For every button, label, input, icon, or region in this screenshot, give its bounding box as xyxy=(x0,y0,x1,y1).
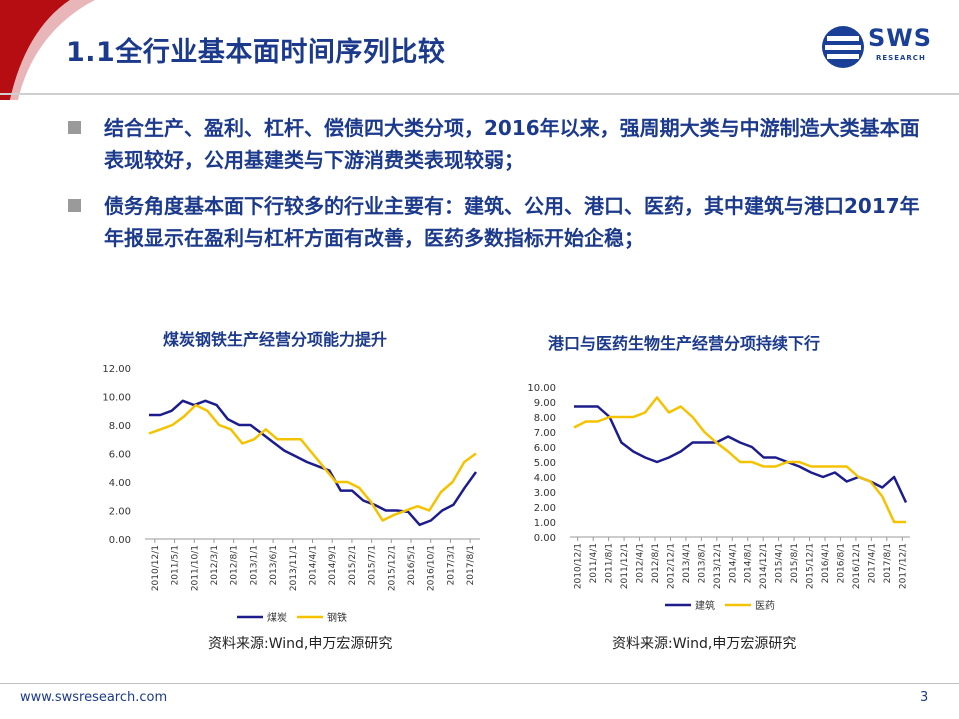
x-tick-label: 2015/4/1 xyxy=(775,543,785,583)
x-tick-label: 2015/8/1 xyxy=(790,543,800,583)
y-tick-label: 6.00 xyxy=(109,450,131,461)
y-tick-label: 4.00 xyxy=(109,478,131,489)
x-tick-label: 2013/1/1 xyxy=(249,545,259,585)
bullet-item: 债务角度基本面下行较多的行业主要有：建筑、公用、港口、医药，其中建筑与港口201… xyxy=(66,190,936,254)
y-tick-label: 1.00 xyxy=(534,518,556,529)
bullet-text: 债务角度基本面下行较多的行业主要有：建筑、公用、港口、医药，其中建筑与港口201… xyxy=(104,194,920,250)
x-tick-label: 2017/12/1 xyxy=(898,543,908,589)
x-tick-label: 2012/4/1 xyxy=(636,543,646,583)
x-tick-label: 2013/8/1 xyxy=(697,543,707,583)
x-tick-label: 2013/11/1 xyxy=(289,545,299,591)
x-tick-label: 2010/12/1 xyxy=(151,545,161,591)
y-tick-label: 9.00 xyxy=(534,398,556,409)
bullet-text: 结合生产、盈利、杠杆、偿债四大类分项，2016年以来，强周期大类与中游制造大类基… xyxy=(104,116,920,172)
x-tick-label: 2013/12/1 xyxy=(713,543,723,589)
x-tick-label: 2014/12/1 xyxy=(759,543,769,589)
legend-label: 煤炭 xyxy=(267,611,287,624)
square-bullet-icon xyxy=(68,121,81,134)
page-number: 3 xyxy=(920,690,929,705)
x-tick-label: 2012/8/1 xyxy=(651,543,661,583)
left-chart-source: 资料来源:Wind,申万宏源研究 xyxy=(208,636,393,652)
x-tick-label: 2011/12/1 xyxy=(620,543,630,589)
x-tick-label: 2014/4/1 xyxy=(309,545,319,585)
series-line-医药 xyxy=(573,396,906,524)
bullet-list: 结合生产、盈利、杠杆、偿债四大类分项，2016年以来，强周期大类与中游制造大类基… xyxy=(66,112,936,268)
y-tick-label: 4.00 xyxy=(534,473,556,484)
logo-subtext: RESEARCH xyxy=(876,54,926,62)
slide-header: 1.1全行业基本面时间序列比较 SWS RESEARCH xyxy=(0,0,959,100)
y-tick-label: 6.00 xyxy=(534,443,556,454)
right-chart-title: 港口与医药生物生产经营分项持续下行 xyxy=(548,334,821,353)
x-tick-label: 2011/4/1 xyxy=(589,543,599,583)
x-tick-label: 2011/10/1 xyxy=(190,545,200,591)
port-pharma-chart: 0.00 1.00 2.00 3.00 4.00 5.00 6.00 7.00 8.00 9.00… xyxy=(527,383,910,612)
x-tick-label: 2017/8/1 xyxy=(883,543,893,583)
y-tick-label: 2.00 xyxy=(534,503,556,514)
y-tick-label: 3.00 xyxy=(534,488,556,499)
logo-emblem-icon xyxy=(822,26,864,68)
right-chart-source: 资料来源:Wind,申万宏源研究 xyxy=(612,636,797,652)
x-tick-label: 2013/4/1 xyxy=(682,543,692,583)
y-tick-label: 8.00 xyxy=(109,421,131,432)
x-tick-label: 2011/8/1 xyxy=(605,543,615,583)
y-tick-label: 12.00 xyxy=(102,364,131,375)
x-tick-label: 2015/7/1 xyxy=(368,545,378,585)
y-tick-label: 10.00 xyxy=(527,383,556,394)
header-swoosh xyxy=(0,0,95,100)
coal-steel-chart: 0.00 2.00 4.00 6.00 8.00 10.00 12.00 2010/12/1 2… xyxy=(102,364,480,624)
x-tick-label: 2016/4/1 xyxy=(821,543,831,583)
x-tick-label: 2016/10/1 xyxy=(427,545,437,591)
y-tick-label: 0.00 xyxy=(534,533,556,544)
series-line-煤炭 xyxy=(149,399,478,527)
logo-text: SWS xyxy=(868,24,933,52)
x-tick-label: 2012/12/1 xyxy=(666,543,676,589)
x-tick-label: 2015/12/1 xyxy=(387,545,397,591)
x-tick-label: 2011/5/1 xyxy=(171,545,181,585)
sws-logo: SWS RESEARCH xyxy=(820,24,940,70)
x-tick-label: 2015/12/1 xyxy=(806,543,816,589)
x-tick-label: 2017/4/1 xyxy=(867,543,877,583)
legend-label: 钢铁 xyxy=(327,611,347,624)
x-tick-label: 2014/9/1 xyxy=(328,545,338,585)
x-tick-label: 2012/3/1 xyxy=(210,545,220,585)
y-tick-label: 7.00 xyxy=(534,428,556,439)
footer-url: www.swsresearch.com xyxy=(20,690,168,705)
x-tick-label: 2014/8/1 xyxy=(744,543,754,583)
x-tick-label: 2010/12/1 xyxy=(574,543,584,589)
y-tick-label: 5.00 xyxy=(534,458,556,469)
x-tick-label: 2016/8/1 xyxy=(836,543,846,583)
bullet-item: 结合生产、盈利、杠杆、偿债四大类分项，2016年以来，强周期大类与中游制造大类基… xyxy=(66,112,936,176)
series-line-钢铁 xyxy=(148,403,477,522)
x-tick-label: 2012/8/1 xyxy=(230,545,240,585)
legend-label: 建筑 xyxy=(695,599,715,612)
footer-divider xyxy=(0,683,959,684)
x-tick-label: 2016/5/1 xyxy=(407,545,417,585)
header-divider xyxy=(0,93,959,95)
legend-label: 医药 xyxy=(755,600,775,612)
y-tick-label: 2.00 xyxy=(109,507,131,518)
y-tick-label: 8.00 xyxy=(534,413,556,424)
square-bullet-icon xyxy=(68,199,81,212)
x-tick-label: 2017/8/1 xyxy=(466,545,476,585)
x-tick-label: 2017/3/1 xyxy=(446,545,456,585)
left-chart-title: 煤炭钢铁生产经营分项能力提升 xyxy=(163,330,388,349)
x-tick-label: 2015/2/1 xyxy=(348,545,358,585)
y-tick-label: 10.00 xyxy=(102,393,131,404)
x-tick-label: 2016/12/1 xyxy=(852,543,862,589)
x-tick-label: 2013/6/1 xyxy=(269,545,279,585)
x-tick-label: 2014/4/1 xyxy=(728,543,738,583)
page-title: 1.1全行业基本面时间序列比较 xyxy=(66,37,446,68)
series-line-建筑 xyxy=(574,405,908,504)
y-tick-label: 0.00 xyxy=(109,535,131,546)
